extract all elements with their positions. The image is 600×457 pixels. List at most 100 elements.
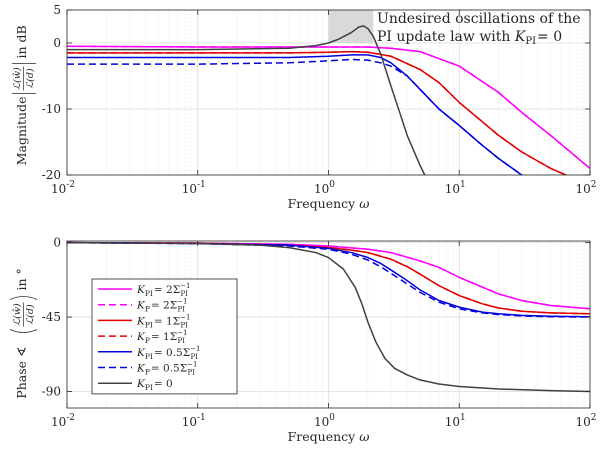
series-line-kp05 [67,241,590,318]
annotation-line1: Undesired oscillations of the [377,11,581,27]
x-tick-exponent: 1 [460,413,466,423]
annotation-k-sub: PI [525,36,536,47]
x-axis-label-text: Frequency [288,429,360,444]
x-tick-label: 10-1 [182,413,206,429]
x-axis-label-symbol: ω [359,429,369,444]
series-line-kp05 [67,58,524,175]
y-tick-label: -90 [42,384,61,398]
x-tick-exponent: 0 [329,180,335,190]
x-axis-label-text: Frequency [288,196,360,211]
legend-sub: P [145,305,150,314]
annotation-line2: PI update law with KPI= 0 [377,29,562,47]
legend-value: = 0.5Σ [154,347,190,359]
paren-left [9,329,38,333]
x-tick-exponent: 0 [329,413,335,423]
legend-entry-kp2: KP= 2Σ−1 PI [136,298,187,314]
y-axis-label-denominator: ℒ(d) [25,304,36,325]
legend-value-sub: PI [180,290,188,298]
series-line-kp1 [67,241,590,315]
series-group [67,241,590,393]
legend-value: = 1Σ [151,331,177,343]
y-tick-label: -45 [42,310,61,324]
x-tick-label: 101 [445,180,466,196]
x-tick-label: 102 [575,413,596,429]
x-tick-label: 101 [445,413,466,429]
x-tick-exponent: -2 [66,180,75,190]
x-tick-base: 10 [575,182,590,196]
x-tick-base: 10 [445,182,460,196]
y-axis-label-numerator: ℒ(ŵ) [12,67,23,90]
x-tick-exponent: 2 [591,413,597,423]
legend-value: = 0.5Σ [151,363,187,375]
legend-value-sub: PI [190,353,198,361]
legend-symbol: K [136,363,146,375]
series-line-kpi05 [67,54,524,175]
annotation-k-symbol: K [514,29,527,45]
y-axis-label-prefix: Phase ∢ [14,347,29,399]
legend-value: = 2Σ [154,284,180,296]
legend-sub: P [145,336,150,345]
y-axis-label: Magnitude ℒ(ŵ) ℒ(d) in dB [12,25,36,165]
x-tick-exponent: -2 [66,413,75,423]
x-axis-label-symbol: ω [359,196,369,211]
series-line-kp1 [67,50,568,175]
legend-symbol: K [136,347,146,359]
legend-value: = 2Σ [151,300,177,312]
legend-value-sup: −1 [180,313,190,321]
legend-symbol: K [136,378,146,390]
y-axis-label-prefix: Magnitude [14,97,29,166]
legend-sub: P [145,368,150,377]
legend-symbol: K [136,331,146,343]
legend-value-sub: PI [180,321,188,329]
x-tick-base: 10 [314,415,329,429]
x-tick-base: 10 [51,182,66,196]
y-tick-label: 0 [53,236,61,250]
legend-value-sub: PI [177,337,185,345]
legend-value-sub: PI [188,369,196,377]
series-group [67,25,590,175]
y-axis-label-numerator: ℒ(ŵ) [12,303,23,326]
x-tick-label: 100 [314,413,335,429]
y-tick-label: 5 [53,3,61,17]
series-line-kpi0 [67,241,590,393]
legend-sub: PI [145,383,153,392]
y-tick-label: -10 [42,102,61,116]
legend-value-sup: −1 [180,282,190,290]
x-tick-base: 10 [182,415,197,429]
annotation-k-value: = 0 [537,29,562,45]
legend-value-sup: −1 [190,345,200,353]
legend-entry-kpi2: KPI= 2Σ−1 PI [136,282,190,298]
y-axis-label-suffix: in dB [14,25,29,58]
x-tick-base: 10 [314,182,329,196]
legend-symbol: K [136,284,146,296]
x-tick-label: 10-2 [51,180,75,196]
legend-value-sup: −1 [187,361,197,369]
series-line-kp2 [67,45,590,169]
x-tick-label: 10-1 [182,180,206,196]
x-tick-exponent: -1 [197,413,206,423]
legend-symbol: K [136,315,146,327]
series-line-kp2 [67,241,590,310]
legend-value: = 0 [154,378,173,390]
legend-box [91,278,238,395]
legend-sub: PI [145,352,153,361]
x-tick-label: 100 [314,180,335,196]
legend-value-sup: −1 [177,298,187,306]
annotation-text: PI update law with [377,29,515,45]
x-tick-base: 10 [445,415,460,429]
x-tick-exponent: 1 [460,180,466,190]
x-tick-exponent: -1 [197,180,206,190]
y-tick-label: -20 [42,168,61,182]
paren-right [9,296,38,300]
x-tick-label: 102 [575,180,596,196]
y-axis-label-suffix: in ° [14,268,29,290]
x-axis-label: Frequency ω [288,196,370,211]
series-line-kpi0 [67,25,426,175]
legend-entry-kp1: KP= 1Σ−1 PI [136,329,187,345]
x-tick-base: 10 [575,415,590,429]
highlight-region [328,10,374,43]
x-tick-base: 10 [182,182,197,196]
